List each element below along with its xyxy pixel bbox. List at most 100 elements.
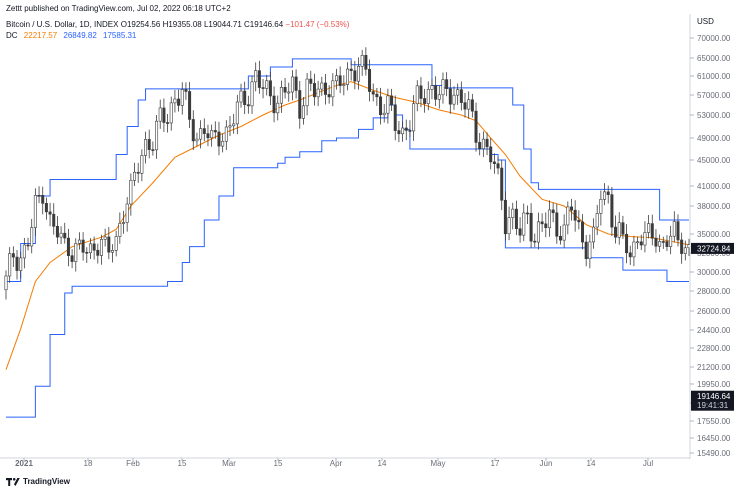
symbol-legend: Bitcoin / U.S. Dollar, 1D, INDEX O19254.…	[6, 20, 349, 29]
candle-body	[588, 241, 592, 260]
candle-body	[173, 98, 177, 104]
candle-body	[287, 91, 291, 94]
candle-body	[316, 88, 320, 98]
price-tag-background	[691, 390, 734, 411]
symbol-name[interactable]: Bitcoin / U.S. Dollar, 1D, INDEX	[6, 20, 119, 29]
indicator-legend: DC 22217.57 26849.82 17585.31	[6, 31, 136, 40]
candle-body	[665, 241, 669, 247]
price-tick-label: 28000.00	[697, 287, 731, 296]
candle-body	[199, 128, 203, 140]
candle-body	[246, 104, 250, 107]
candle-body	[129, 179, 133, 205]
candle-body	[162, 107, 166, 123]
candle-body	[581, 221, 585, 243]
candle-body	[364, 55, 368, 70]
candle-body	[474, 110, 478, 143]
candle-body	[621, 222, 625, 235]
candle-body	[235, 101, 239, 125]
candle-body	[467, 99, 471, 110]
candle-body	[632, 241, 636, 258]
candle-body	[96, 249, 100, 256]
price-tag-label: 19146.64	[697, 392, 731, 401]
candle-body	[125, 203, 129, 223]
candle-body	[257, 70, 261, 88]
candle-body	[77, 239, 81, 244]
candle-body	[514, 208, 518, 230]
candle-body	[360, 55, 364, 67]
time-tick-label: 2021	[15, 459, 33, 468]
candle-body	[166, 122, 170, 124]
candle-body	[4, 275, 8, 291]
candle-body	[485, 138, 489, 148]
donchian-lower-line	[6, 104, 689, 418]
candle-body	[489, 146, 493, 163]
price-tick-label: 38000.00	[697, 202, 731, 211]
donchian-upper-line	[6, 58, 689, 282]
low-value: 19044.71	[208, 20, 242, 29]
candle-body	[500, 167, 504, 201]
high-label: H	[162, 20, 169, 29]
candle-body	[628, 252, 632, 258]
candle-body	[301, 105, 305, 119]
candle-body	[110, 250, 114, 253]
brand-name: TradingView	[23, 477, 70, 486]
candle-body	[41, 195, 45, 204]
price-tick-label: 22800.00	[697, 344, 731, 353]
candle-body	[533, 240, 537, 243]
candle-body	[555, 212, 559, 237]
candle-body	[547, 209, 551, 229]
tradingview-logo[interactable]: TradingView	[6, 477, 70, 486]
time-tick-label: May	[430, 459, 445, 468]
candle-body	[169, 102, 173, 124]
price-tick-label: 65000.00	[697, 54, 731, 63]
candle-body	[320, 82, 324, 90]
candle-body	[492, 161, 496, 164]
currency-label: USD	[697, 17, 714, 26]
candle-body	[566, 206, 570, 226]
candle-body	[434, 85, 438, 100]
dc-basis-value: 26849.82	[63, 31, 97, 40]
candle-body	[30, 227, 34, 247]
candle-body	[577, 219, 581, 223]
candle-body	[312, 83, 316, 98]
candle-body	[55, 226, 59, 238]
candle-body	[558, 235, 562, 241]
candle-body	[349, 68, 353, 72]
candle-body	[217, 131, 221, 147]
candle-body	[88, 243, 92, 254]
candle-body	[459, 89, 463, 103]
candle-body	[371, 91, 375, 95]
time-tick-label: 14	[587, 459, 596, 468]
candle-body	[122, 222, 126, 224]
indicator-label[interactable]: DC	[6, 31, 18, 40]
donchian-basis-line	[5, 81, 690, 370]
candle-body	[639, 241, 643, 246]
published-by-text: Zettt published on TradingView.com, Jul …	[6, 4, 231, 13]
candle-body	[672, 221, 676, 237]
candle-body	[408, 130, 412, 132]
price-tag-countdown: 19:41:31	[697, 401, 729, 410]
candle-body	[136, 171, 140, 174]
candle-body	[33, 194, 37, 228]
candle-body	[584, 241, 588, 260]
candle-body	[661, 241, 665, 243]
candle-body	[463, 102, 467, 110]
candle-body	[188, 91, 192, 120]
candle-body	[503, 199, 507, 235]
close-label: C	[244, 20, 250, 29]
open-label: O	[120, 20, 127, 29]
candle-body	[206, 133, 210, 139]
candle-body	[603, 191, 607, 200]
candle-body	[544, 223, 548, 229]
candle-body	[158, 107, 162, 122]
candle-body	[375, 93, 379, 98]
candle-body	[680, 239, 684, 254]
candle-body	[26, 244, 30, 247]
low-label: L	[203, 20, 209, 29]
candle-body	[213, 130, 217, 133]
candle-body	[478, 142, 482, 150]
candle-body	[342, 84, 346, 86]
candle-body	[386, 95, 390, 114]
candle-body	[85, 251, 89, 254]
